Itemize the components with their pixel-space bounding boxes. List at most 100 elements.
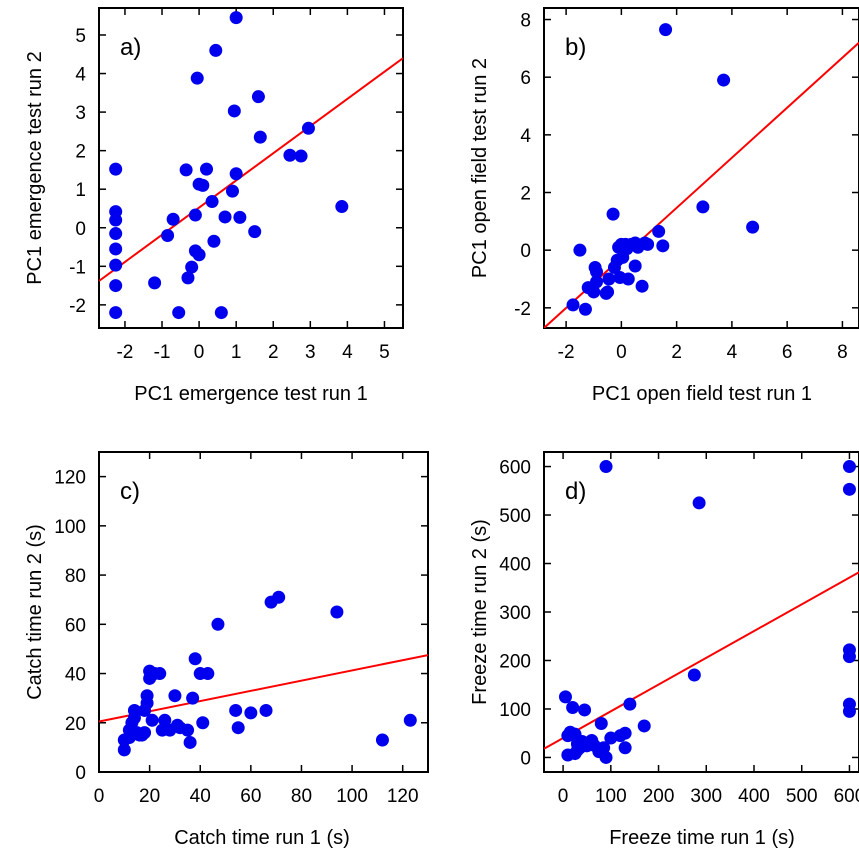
- y-tick-label: 120: [54, 468, 86, 489]
- data-point: [109, 258, 123, 272]
- data-point: [166, 212, 180, 226]
- x-tick-label: 2: [268, 342, 279, 363]
- y-tick-label: 0: [75, 219, 86, 240]
- data-point: [403, 713, 417, 727]
- data-point: [621, 272, 635, 286]
- data-point: [200, 162, 214, 176]
- y-tick-label: -2: [514, 299, 531, 320]
- x-tick-label: 60: [240, 786, 261, 807]
- y-tick-label: 2: [520, 184, 531, 205]
- data-point: [192, 248, 206, 262]
- data-point: [618, 726, 632, 740]
- y-tick-label: 500: [499, 506, 531, 527]
- y-tick-label: 0: [520, 748, 531, 769]
- data-point: [227, 104, 241, 118]
- data-point: [109, 242, 123, 256]
- data-point: [578, 302, 592, 316]
- data-point: [335, 200, 349, 214]
- data-point: [294, 149, 308, 163]
- plot-frame: [98, 451, 429, 773]
- x-tick-label: 4: [727, 342, 738, 363]
- y-tick-label: -1: [69, 257, 86, 278]
- y-tick-label: 40: [65, 665, 86, 686]
- data-point: [225, 184, 239, 198]
- data-point: [109, 227, 123, 241]
- x-tick-label: 80: [291, 786, 312, 807]
- x-tick-label: 4: [342, 342, 353, 363]
- x-tick-label: 3: [305, 342, 316, 363]
- data-point: [606, 207, 620, 221]
- y-tick-label: 100: [499, 700, 531, 721]
- panel-d: 0 100 200 300 400 500 600 0 100 200 300 400 500 600 Fr…: [469, 451, 859, 849]
- data-point: [196, 178, 210, 192]
- panel-label: a): [120, 34, 141, 61]
- data-point: [330, 605, 344, 619]
- panel-label: b): [565, 34, 586, 61]
- data-point: [602, 272, 616, 286]
- data-point: [587, 285, 601, 299]
- data-point: [209, 43, 223, 57]
- x-tick-label: 120: [387, 786, 419, 807]
- x-tick-label: -2: [558, 342, 575, 363]
- data-point: [127, 703, 141, 717]
- data-point: [746, 220, 760, 234]
- x-tick-label: 0: [616, 342, 627, 363]
- data-point: [185, 260, 199, 274]
- data-point: [231, 721, 245, 735]
- data-point: [842, 460, 856, 474]
- data-point: [635, 279, 649, 293]
- data-point: [599, 750, 613, 764]
- y-tick-label: 4: [520, 126, 531, 147]
- data-point: [659, 23, 673, 37]
- data-point: [181, 723, 195, 737]
- x-tick-label: 8: [837, 342, 848, 363]
- regression-line: [99, 654, 428, 723]
- data-point: [641, 237, 655, 251]
- x-tick-label: 300: [690, 786, 722, 807]
- data-point: [301, 121, 315, 135]
- y-tick-label: 200: [499, 651, 531, 672]
- data-point: [637, 719, 651, 733]
- y-axis-label: Catch time run 2 (s): [24, 524, 46, 700]
- plot-frame: [543, 7, 859, 329]
- data-point: [558, 690, 572, 704]
- y-tick-label: 20: [65, 714, 86, 735]
- data-point: [161, 228, 175, 242]
- panel-b: -2 0 2 4 6 8 -2 0 2 4 6 8 PC1 open field test run 1 P…: [469, 7, 859, 405]
- data-point: [181, 271, 195, 285]
- data-point: [207, 234, 221, 248]
- data-point: [566, 701, 580, 715]
- y-tick-label: 4: [75, 65, 86, 86]
- data-point: [652, 224, 666, 238]
- data-point: [109, 162, 123, 176]
- data-point: [842, 650, 856, 664]
- data-point: [138, 726, 152, 740]
- x-tick-label: 0: [194, 342, 205, 363]
- data-point: [578, 703, 592, 717]
- y-tick-label: 0: [75, 763, 86, 784]
- x-axis-label: Catch time run 1 (s): [174, 827, 350, 849]
- panel-label: c): [120, 478, 140, 505]
- data-point: [283, 148, 297, 162]
- x-axis-label: PC1 open field test run 1: [592, 383, 812, 405]
- data-point: [573, 243, 587, 257]
- y-axis-label: PC1 emergence test run 2: [24, 51, 46, 284]
- data-point: [211, 617, 225, 631]
- data-point: [566, 298, 580, 312]
- data-point: [183, 735, 197, 749]
- data-point: [687, 668, 701, 682]
- y-tick-label: 8: [520, 11, 531, 32]
- data-point: [201, 667, 215, 681]
- regression-line: [99, 57, 403, 282]
- data-point: [117, 743, 131, 757]
- data-point: [109, 306, 123, 320]
- x-tick-label: -1: [154, 342, 171, 363]
- y-tick-label: 2: [75, 142, 86, 163]
- x-tick-label: 40: [190, 786, 211, 807]
- x-tick-label: 6: [782, 342, 793, 363]
- y-tick-label: 1: [75, 180, 86, 201]
- data-point: [842, 482, 856, 496]
- x-axis-label: Freeze time run 1 (s): [609, 827, 795, 849]
- data-point: [229, 703, 243, 717]
